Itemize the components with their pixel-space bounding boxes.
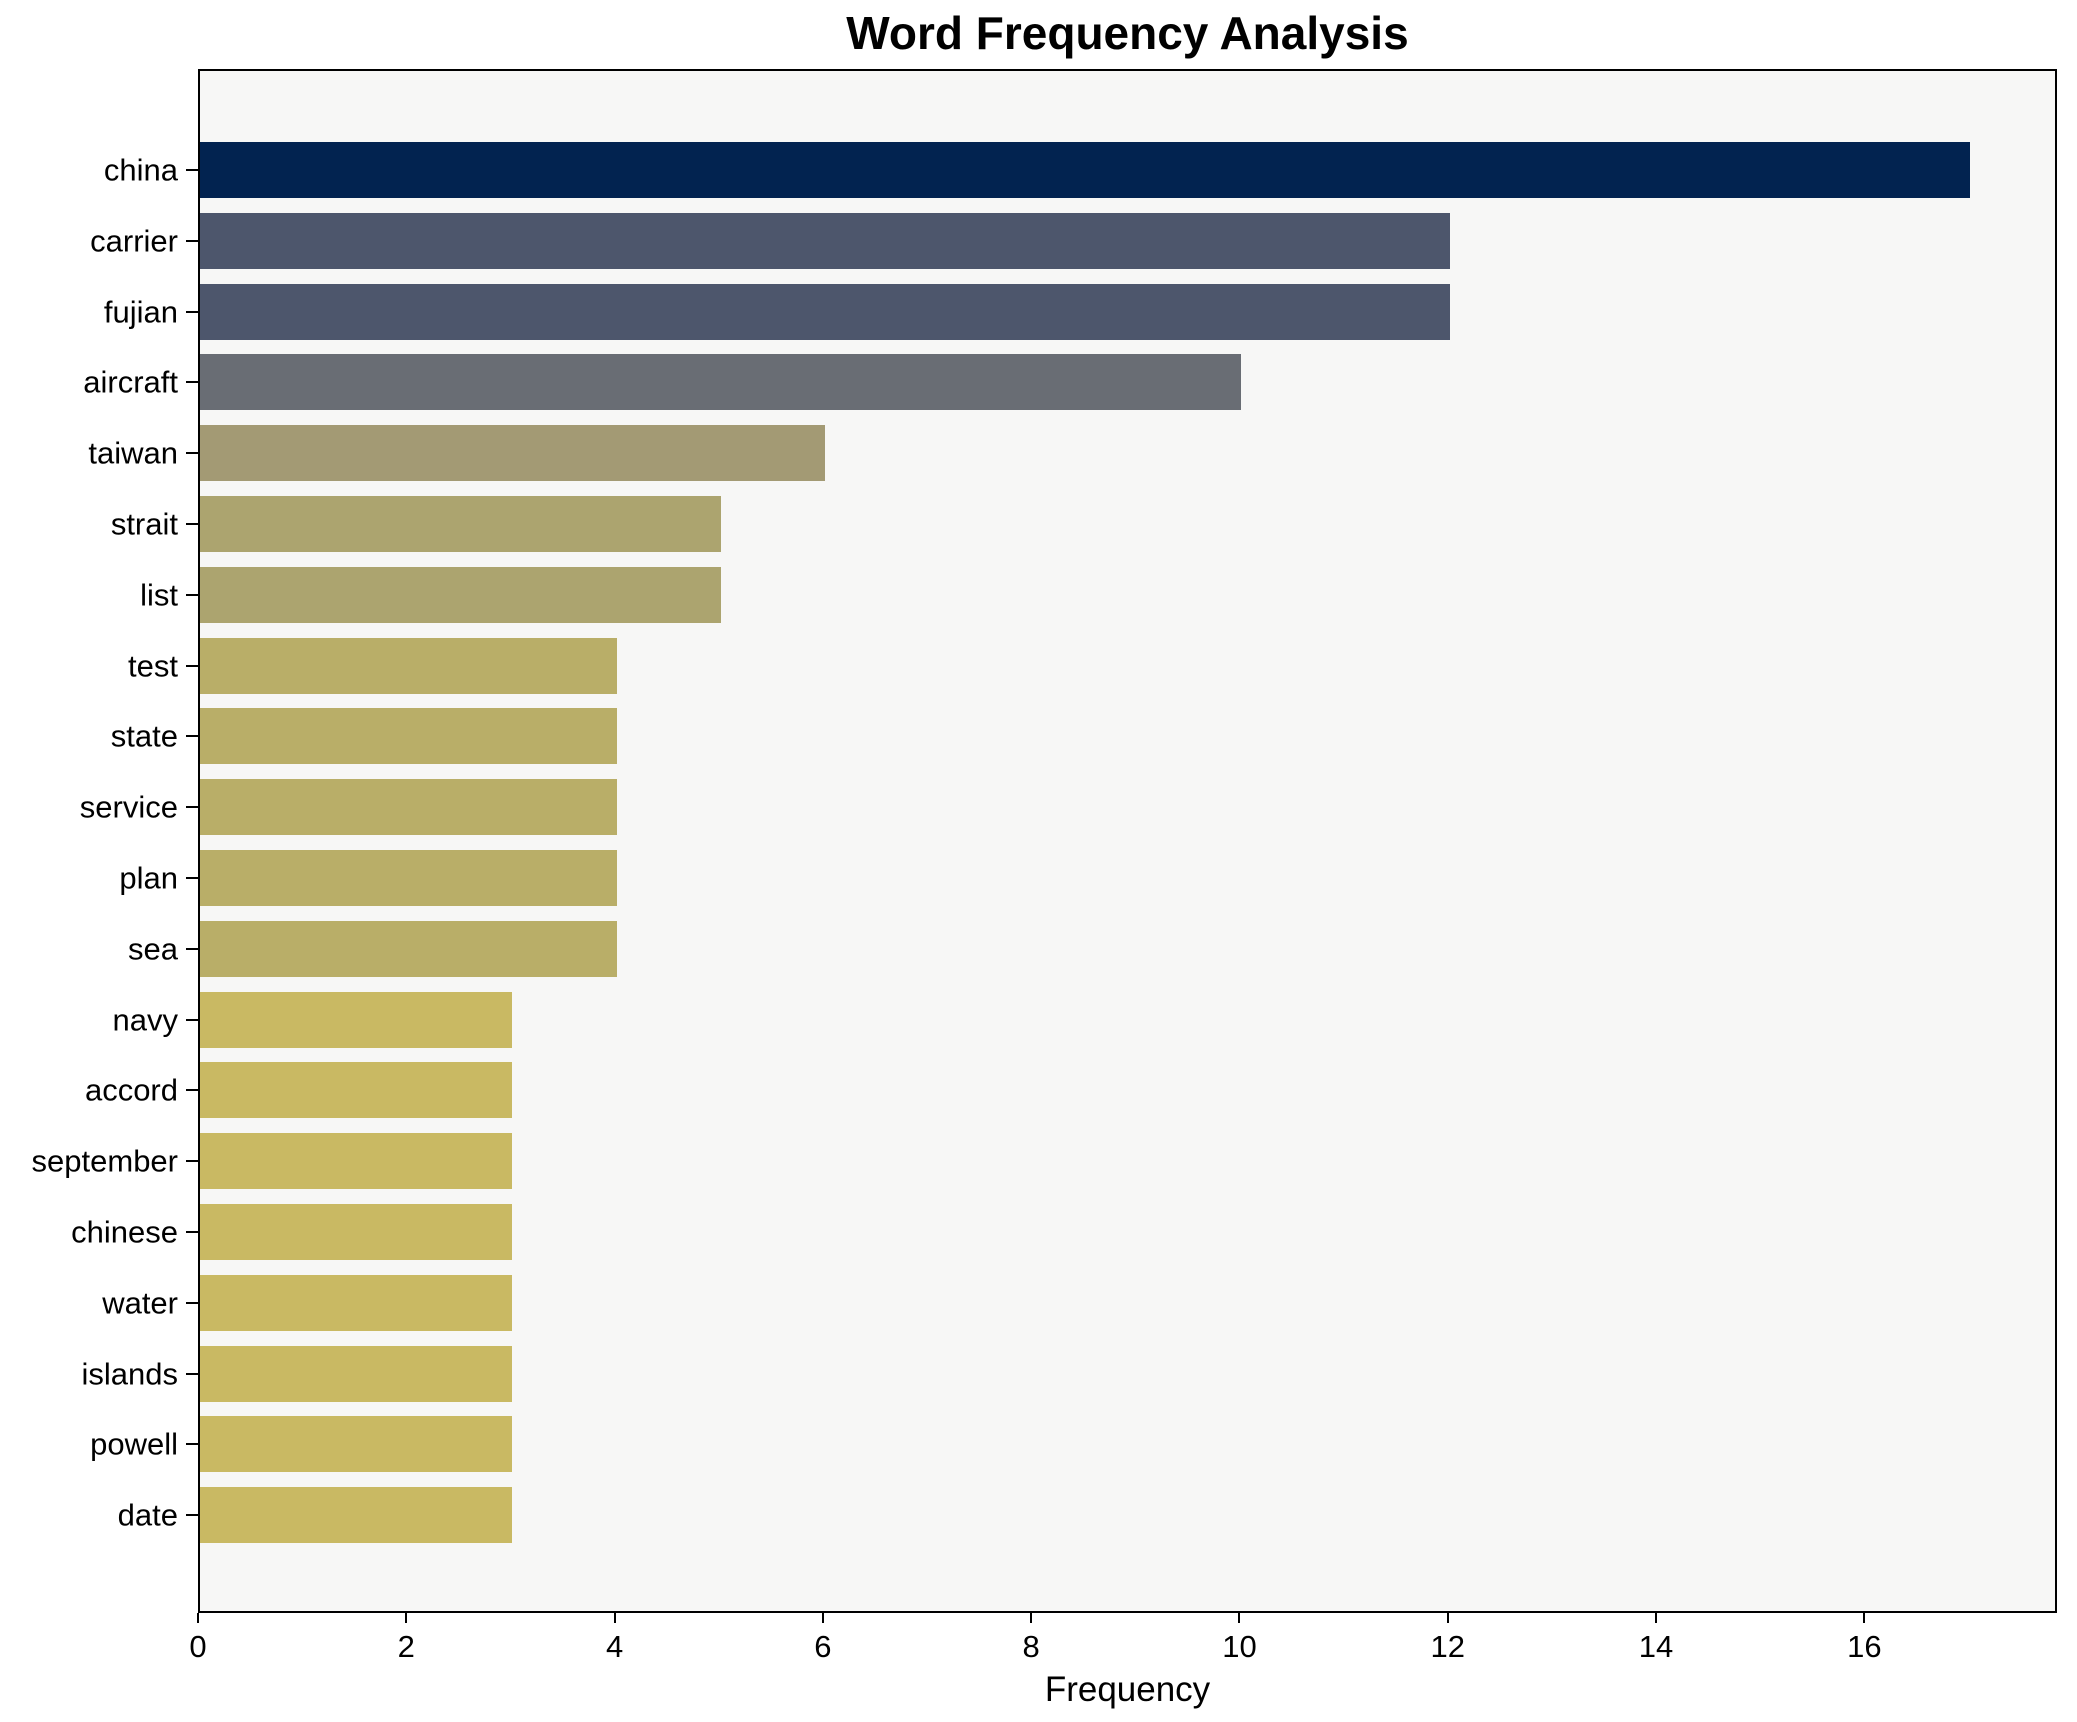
y-tick-mark [186, 1231, 198, 1233]
x-tick-mark [1030, 1613, 1033, 1623]
bar-fujian [200, 283, 1450, 340]
y-tick-label: islands [81, 1356, 179, 1392]
x-tick-mark [1863, 1613, 1866, 1623]
y-tick-label: service [79, 789, 178, 825]
bar-strait [200, 496, 721, 552]
bar-date [200, 1487, 513, 1544]
x-tick-mark [613, 1613, 616, 1623]
y-tick-label: accord [84, 1072, 178, 1108]
bar-test [200, 637, 617, 694]
y-tick-label: carrier [90, 223, 178, 259]
bar-chinese [200, 1204, 513, 1260]
y-tick-label: navy [112, 1002, 178, 1038]
bar-islands [200, 1345, 513, 1402]
y-tick-label: september [31, 1143, 178, 1179]
bar-september [200, 1133, 513, 1190]
bar-china [200, 142, 1971, 198]
bar-water [200, 1274, 513, 1331]
y-tick-label: powell [90, 1426, 178, 1462]
x-tick-mark [405, 1613, 408, 1623]
y-tick-mark [186, 1018, 198, 1021]
y-tick-label: date [117, 1497, 178, 1533]
y-tick-label: fujian [103, 294, 178, 330]
y-tick-label: water [102, 1285, 178, 1321]
y-tick-label: taiwan [88, 435, 178, 471]
y-tick-mark [186, 1372, 198, 1375]
y-tick-label: china [103, 152, 178, 188]
y-tick-mark [186, 1301, 198, 1304]
y-tick-mark [186, 1514, 198, 1517]
x-tick-label: 16 [1847, 1629, 1882, 1664]
y-tick-mark [186, 239, 198, 242]
bar-navy [200, 991, 513, 1048]
x-tick-label: 14 [1638, 1629, 1674, 1664]
y-tick-mark [186, 452, 198, 455]
bar-list [200, 566, 721, 623]
y-tick-mark [186, 1160, 198, 1163]
y-tick-mark [186, 947, 198, 950]
bar-state [200, 708, 617, 765]
x-tick-label: 12 [1430, 1629, 1465, 1664]
x-tick-label: 6 [814, 1629, 832, 1664]
y-tick-label: plan [119, 860, 178, 896]
x-tick-label: 2 [397, 1629, 415, 1664]
y-tick-mark [186, 310, 198, 313]
y-tick-label: sea [128, 931, 178, 967]
bar-carrier [200, 212, 1450, 269]
x-tick-mark [197, 1613, 199, 1623]
y-tick-mark [186, 1443, 198, 1446]
y-tick-mark [186, 1089, 198, 1092]
y-tick-label: state [110, 718, 178, 754]
x-tick-label: 4 [605, 1629, 624, 1664]
x-tick-mark [821, 1613, 824, 1623]
x-axis-label: Frequency [1044, 1670, 1211, 1709]
x-tick-label: 8 [1022, 1629, 1040, 1664]
x-tick-label: 0 [189, 1629, 207, 1664]
y-tick-mark [186, 664, 198, 667]
bar-powell [200, 1416, 513, 1473]
y-tick-mark [186, 877, 198, 879]
bar-accord [200, 1062, 513, 1119]
y-tick-mark [186, 593, 198, 596]
x-tick-label: 10 [1222, 1629, 1257, 1664]
bar-taiwan [200, 425, 825, 482]
y-tick-mark [186, 806, 198, 809]
y-tick-mark [186, 381, 198, 384]
y-tick-mark [186, 735, 198, 738]
x-tick-mark [1655, 1613, 1658, 1623]
y-tick-label: chinese [71, 1214, 178, 1250]
chart-title: Word Frequency Analysis [846, 7, 1409, 59]
bar-aircraft [200, 354, 1242, 411]
y-tick-mark [186, 169, 198, 171]
plot-area [198, 69, 2057, 1613]
bar-sea [200, 920, 617, 977]
y-tick-label: list [140, 577, 178, 613]
y-tick-label: aircraft [83, 364, 178, 400]
y-tick-mark [186, 523, 198, 525]
y-tick-label: test [128, 648, 178, 684]
x-tick-mark [1238, 1613, 1241, 1623]
bar-service [200, 779, 617, 836]
x-tick-mark [1446, 1613, 1449, 1623]
bar-plan [200, 850, 617, 906]
y-tick-label: strait [110, 506, 178, 542]
